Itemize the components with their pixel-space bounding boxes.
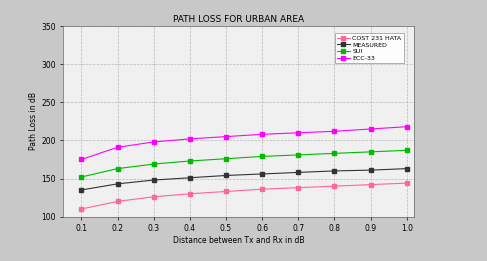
COST 231 HATA: [187, 192, 193, 195]
COST 231 HATA: [223, 190, 229, 193]
Title: PATH LOSS FOR URBAN AREA: PATH LOSS FOR URBAN AREA: [173, 15, 304, 24]
X-axis label: Distance between Tx and Rx in dB: Distance between Tx and Rx in dB: [173, 236, 304, 245]
ECC-33: [78, 158, 84, 161]
MEASURED: [295, 171, 301, 174]
Line: SUI: SUI: [80, 149, 409, 179]
COST 231 HATA: [114, 200, 120, 203]
ECC-33: [187, 137, 193, 140]
MEASURED: [151, 179, 157, 182]
Y-axis label: Path Loss in dB: Path Loss in dB: [29, 92, 38, 150]
SUI: [187, 159, 193, 163]
ECC-33: [114, 146, 120, 149]
SUI: [114, 167, 120, 170]
ECC-33: [259, 133, 265, 136]
MEASURED: [78, 188, 84, 192]
Line: ECC-33: ECC-33: [80, 125, 409, 161]
SUI: [404, 149, 410, 152]
COST 231 HATA: [404, 182, 410, 185]
SUI: [332, 152, 337, 155]
SUI: [295, 153, 301, 156]
SUI: [78, 175, 84, 179]
Line: COST 231 HATA: COST 231 HATA: [80, 181, 409, 211]
Legend: COST 231 HATA, MEASURED, SUI, ECC-33: COST 231 HATA, MEASURED, SUI, ECC-33: [335, 33, 404, 63]
ECC-33: [295, 131, 301, 134]
COST 231 HATA: [295, 186, 301, 189]
SUI: [368, 150, 374, 153]
ECC-33: [151, 140, 157, 144]
ECC-33: [368, 127, 374, 130]
SUI: [223, 157, 229, 160]
ECC-33: [404, 125, 410, 128]
COST 231 HATA: [151, 195, 157, 198]
Line: MEASURED: MEASURED: [80, 167, 409, 192]
COST 231 HATA: [368, 183, 374, 186]
COST 231 HATA: [78, 207, 84, 211]
SUI: [259, 155, 265, 158]
MEASURED: [114, 182, 120, 185]
MEASURED: [259, 172, 265, 175]
COST 231 HATA: [259, 188, 265, 191]
ECC-33: [332, 130, 337, 133]
ECC-33: [223, 135, 229, 138]
MEASURED: [368, 169, 374, 172]
MEASURED: [332, 169, 337, 173]
MEASURED: [404, 167, 410, 170]
MEASURED: [187, 176, 193, 179]
MEASURED: [223, 174, 229, 177]
SUI: [151, 163, 157, 166]
COST 231 HATA: [332, 185, 337, 188]
